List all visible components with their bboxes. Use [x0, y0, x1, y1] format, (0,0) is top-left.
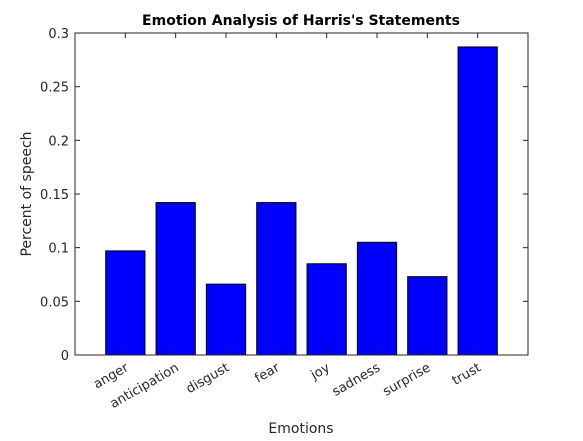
y-tick-label: 0.25 — [40, 81, 69, 96]
bar-disgust — [205, 283, 247, 356]
x-tick-label-joy: joy — [308, 360, 333, 383]
bar-surprise — [407, 276, 448, 356]
bar-sadness — [356, 241, 398, 356]
y-axis-label: Percent of speech — [19, 131, 35, 256]
x-axis-label: Emotions — [268, 421, 333, 437]
x-tick-label-fear: fear — [252, 360, 282, 386]
bar-anticipation — [155, 202, 196, 356]
x-tick-label-trust: trust — [450, 360, 484, 388]
bars-layer — [105, 46, 498, 356]
bar-trust — [457, 46, 498, 356]
bar-joy — [306, 263, 347, 356]
x-tick-label-disgust: disgust — [184, 360, 232, 396]
y-ticks-layer: 0 0.05 0.1 0.15 0.2 0.25 0.3 — [40, 27, 528, 364]
y-tick-label: 0.2 — [48, 134, 69, 149]
bar-anger — [105, 250, 146, 356]
bar-fear — [256, 202, 297, 356]
x-tick-label-sadness: sadness — [330, 360, 383, 399]
x-tick-label-surprise: surprise — [381, 360, 434, 399]
y-tick-label: 0 — [61, 349, 69, 364]
chart-title: Emotion Analysis of Harris's Statements — [142, 13, 460, 29]
y-tick-label: 0.15 — [40, 188, 69, 203]
y-tick-label: 0.3 — [48, 27, 69, 42]
y-tick-label: 0.1 — [48, 242, 69, 257]
y-tick-label: 0.05 — [40, 295, 69, 310]
